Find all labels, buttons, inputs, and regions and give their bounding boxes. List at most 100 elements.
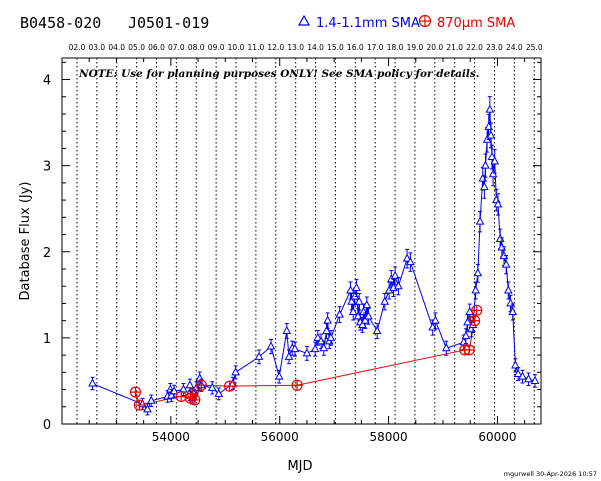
data-point-1mm — [290, 344, 300, 353]
data-point-1mm — [511, 360, 520, 369]
year-label: 13.0 — [287, 43, 304, 52]
data-point-1mm — [394, 281, 403, 290]
x-axis-label: MJD — [287, 459, 312, 474]
legend-blue-label: 1.4-1.1mm SMA — [316, 16, 420, 31]
data-point-1mm — [284, 351, 294, 360]
year-label: 22.0 — [466, 43, 483, 52]
data-point-1mm — [504, 285, 513, 294]
x-axis-ticks: 54000 56000 58000 60000 — [61, 58, 526, 444]
data-point-1mm — [310, 344, 320, 353]
data-point-1mm — [480, 182, 489, 191]
series-870um-points — [129, 304, 483, 411]
data-point-1mm — [360, 315, 370, 324]
legend-red-label: 870μm SMA — [437, 16, 515, 31]
data-point-1mm — [316, 336, 326, 345]
data-point-1mm — [513, 368, 523, 378]
y-axis-ticks: 0 1 2 3 4 — [43, 61, 541, 433]
data-point-1mm — [362, 300, 372, 309]
year-label: 15.0 — [327, 43, 344, 52]
y-tick-label: 1 — [43, 332, 51, 347]
year-label: 03.0 — [88, 43, 105, 52]
x-tick-label: 60000 — [478, 430, 516, 444]
data-point-1mm — [354, 296, 364, 305]
data-point-1mm — [530, 375, 540, 384]
data-point-1mm — [88, 378, 97, 387]
y-tick-label: 0 — [43, 418, 51, 433]
year-lines — [76, 58, 535, 424]
data-point-1mm — [326, 332, 336, 341]
data-point-1mm — [282, 325, 292, 334]
data-point-1mm — [490, 156, 500, 165]
data-point-1mm — [406, 257, 415, 266]
data-point-1mm — [380, 296, 390, 305]
series-1mm-points — [88, 96, 540, 416]
data-point-1mm — [485, 104, 495, 113]
data-point-1mm — [481, 160, 490, 169]
data-point-1mm — [214, 388, 224, 397]
year-label: 16.0 — [347, 43, 364, 52]
planning-note: NOTE: Use for planning purposes ONLY! Se… — [78, 68, 479, 80]
credit-text: mgurwell 30-Apr-2026 10:57 — [504, 470, 597, 478]
y-tick-label: 3 — [43, 160, 51, 175]
series-1mm-line — [92, 109, 536, 411]
data-point-1mm — [364, 311, 373, 320]
data-point-1mm — [146, 395, 156, 404]
year-label: 23.0 — [486, 43, 503, 52]
year-label: 07.0 — [168, 43, 185, 52]
data-point-1mm — [501, 259, 511, 268]
year-labels: 02.0 03.0 04.0 05.0 06.0 07.0 08.0 09.0 10.0 11.0… — [69, 43, 543, 52]
year-label: 14.0 — [307, 43, 324, 52]
data-point-1mm — [352, 282, 361, 291]
x-tick-label: 56000 — [261, 430, 299, 444]
data-point-1mm — [323, 315, 332, 324]
data-point-1mm — [431, 315, 440, 324]
year-label: 17.0 — [367, 43, 384, 52]
year-label: 19.0 — [407, 43, 424, 52]
data-point-1mm — [319, 343, 329, 352]
data-point-1mm — [486, 130, 496, 139]
data-point-1mm — [441, 343, 451, 352]
data-point-1mm — [475, 216, 485, 225]
data-point-1mm — [322, 325, 331, 334]
data-point-1mm — [266, 341, 276, 350]
data-point-1mm — [302, 348, 312, 357]
data-point-1mm — [461, 331, 471, 340]
source-name: B0458-020 — [20, 14, 101, 32]
year-label: 20.0 — [426, 43, 443, 52]
data-point-1mm — [313, 332, 323, 341]
year-label: 24.0 — [506, 43, 523, 52]
year-label: 25.0 — [526, 43, 543, 52]
year-label: 04.0 — [108, 43, 125, 52]
data-point-1mm — [358, 319, 367, 328]
year-label: 10.0 — [228, 43, 245, 52]
data-point-1mm — [518, 371, 527, 380]
year-label: 02.0 — [69, 43, 86, 52]
data-point-1mm — [143, 404, 152, 413]
y-axis-label: Database Flux (Jy) — [18, 182, 33, 301]
data-point-1mm — [254, 351, 264, 360]
data-point-1mm — [274, 371, 284, 380]
year-label: 05.0 — [128, 43, 145, 52]
year-label: 11.0 — [248, 43, 265, 52]
legend: 1.4-1.1mm SMA 870μm SMA — [297, 14, 515, 31]
year-label: 18.0 — [387, 43, 404, 52]
data-point-1mm — [335, 309, 344, 318]
data-point-1mm — [207, 382, 217, 391]
alt-source-name: J0501-019 — [128, 14, 209, 32]
data-point-1mm — [471, 285, 481, 294]
year-label: 06.0 — [148, 43, 165, 52]
legend-blue-triangle-icon — [297, 14, 311, 26]
data-point-1mm — [473, 268, 483, 277]
data-point-1mm — [372, 325, 382, 334]
y-tick-label: 2 — [43, 246, 51, 261]
data-point-1mm — [167, 390, 176, 399]
year-label: 21.0 — [446, 43, 463, 52]
y-tick-label: 4 — [43, 74, 51, 89]
data-point-1mm — [402, 253, 412, 262]
data-point-1mm — [487, 151, 497, 161]
data-point-1mm — [231, 367, 240, 376]
data-point-1mm — [348, 306, 358, 316]
data-point-1mm — [493, 199, 503, 208]
